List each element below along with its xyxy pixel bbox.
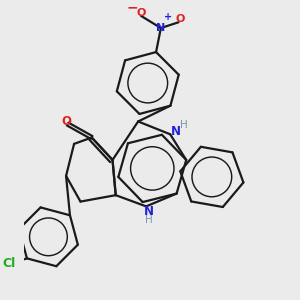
Text: O: O	[61, 115, 71, 128]
Text: N: N	[144, 205, 154, 218]
Text: +: +	[164, 12, 172, 22]
Text: O: O	[136, 8, 146, 18]
Text: H: H	[180, 120, 188, 130]
Text: N: N	[171, 124, 181, 138]
Text: H: H	[146, 215, 153, 225]
Text: N: N	[156, 23, 166, 33]
Text: O: O	[176, 14, 185, 24]
Text: Cl: Cl	[3, 257, 16, 270]
Text: −: −	[126, 0, 138, 14]
